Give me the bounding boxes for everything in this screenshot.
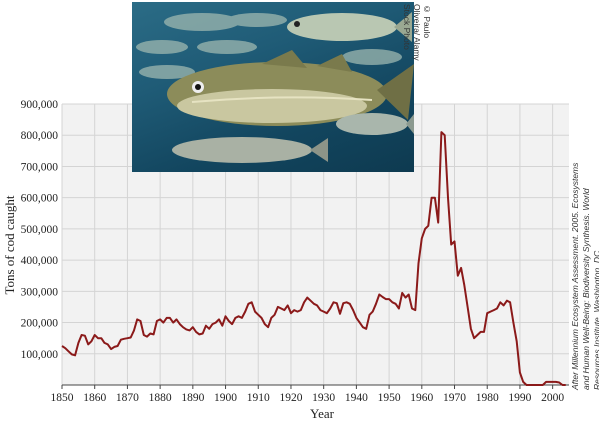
x-tick-label: 1850 bbox=[51, 392, 74, 404]
cod-photo bbox=[132, 2, 414, 172]
y-tick-label: 100,000 bbox=[21, 349, 59, 361]
photo-credit: © Paulo Oliveira/ Alamy Stock Photo bbox=[402, 4, 432, 61]
x-tick-labels: 1850 1860 1870 1880 1890 1900 1910 1920 1930 1940… bbox=[51, 385, 564, 404]
y-tick-label: 900,000 bbox=[21, 99, 59, 111]
y-tick-label: 200,000 bbox=[21, 318, 59, 330]
y-tick-label: 300,000 bbox=[21, 286, 59, 298]
x-tick-label: 1970 bbox=[443, 392, 466, 404]
x-tick-label: 1910 bbox=[247, 392, 270, 404]
x-tick-label: 1980 bbox=[476, 392, 499, 404]
y-tick-label: 600,000 bbox=[21, 193, 59, 205]
x-tick-label: 1940 bbox=[345, 392, 368, 404]
x-tick-label: 1990 bbox=[508, 392, 531, 404]
x-tick-label: 2000 bbox=[541, 392, 564, 404]
y-tick-label: 800,000 bbox=[21, 130, 59, 142]
x-tick-label: 1900 bbox=[214, 392, 237, 404]
x-tick-label: 1880 bbox=[149, 392, 172, 404]
y-tick-label: 700,000 bbox=[21, 161, 59, 173]
x-tick-label: 1890 bbox=[181, 392, 204, 404]
x-tick-label: 1860 bbox=[83, 392, 106, 404]
x-tick-label: 1930 bbox=[312, 392, 335, 404]
x-tick-label: 1950 bbox=[378, 392, 401, 404]
series-line bbox=[61, 131, 566, 386]
y-tick-labels: 100,000 200,000 300,000 400,000 500,000 600,0… bbox=[21, 99, 59, 361]
y-axis-title: Tons of cod caught bbox=[2, 195, 17, 294]
x-tick-label: 1870 bbox=[116, 392, 139, 404]
source-note: After Millennium Ecosystem Assessment. 2… bbox=[570, 162, 599, 390]
x-tick-label: 1920 bbox=[279, 392, 302, 404]
cod-fish-illustration bbox=[136, 12, 414, 163]
x-axis-title: Year bbox=[310, 406, 335, 421]
y-tick-label: 500,000 bbox=[21, 224, 59, 236]
x-tick-label: 1960 bbox=[410, 392, 433, 404]
y-tick-label: 400,000 bbox=[21, 255, 59, 267]
